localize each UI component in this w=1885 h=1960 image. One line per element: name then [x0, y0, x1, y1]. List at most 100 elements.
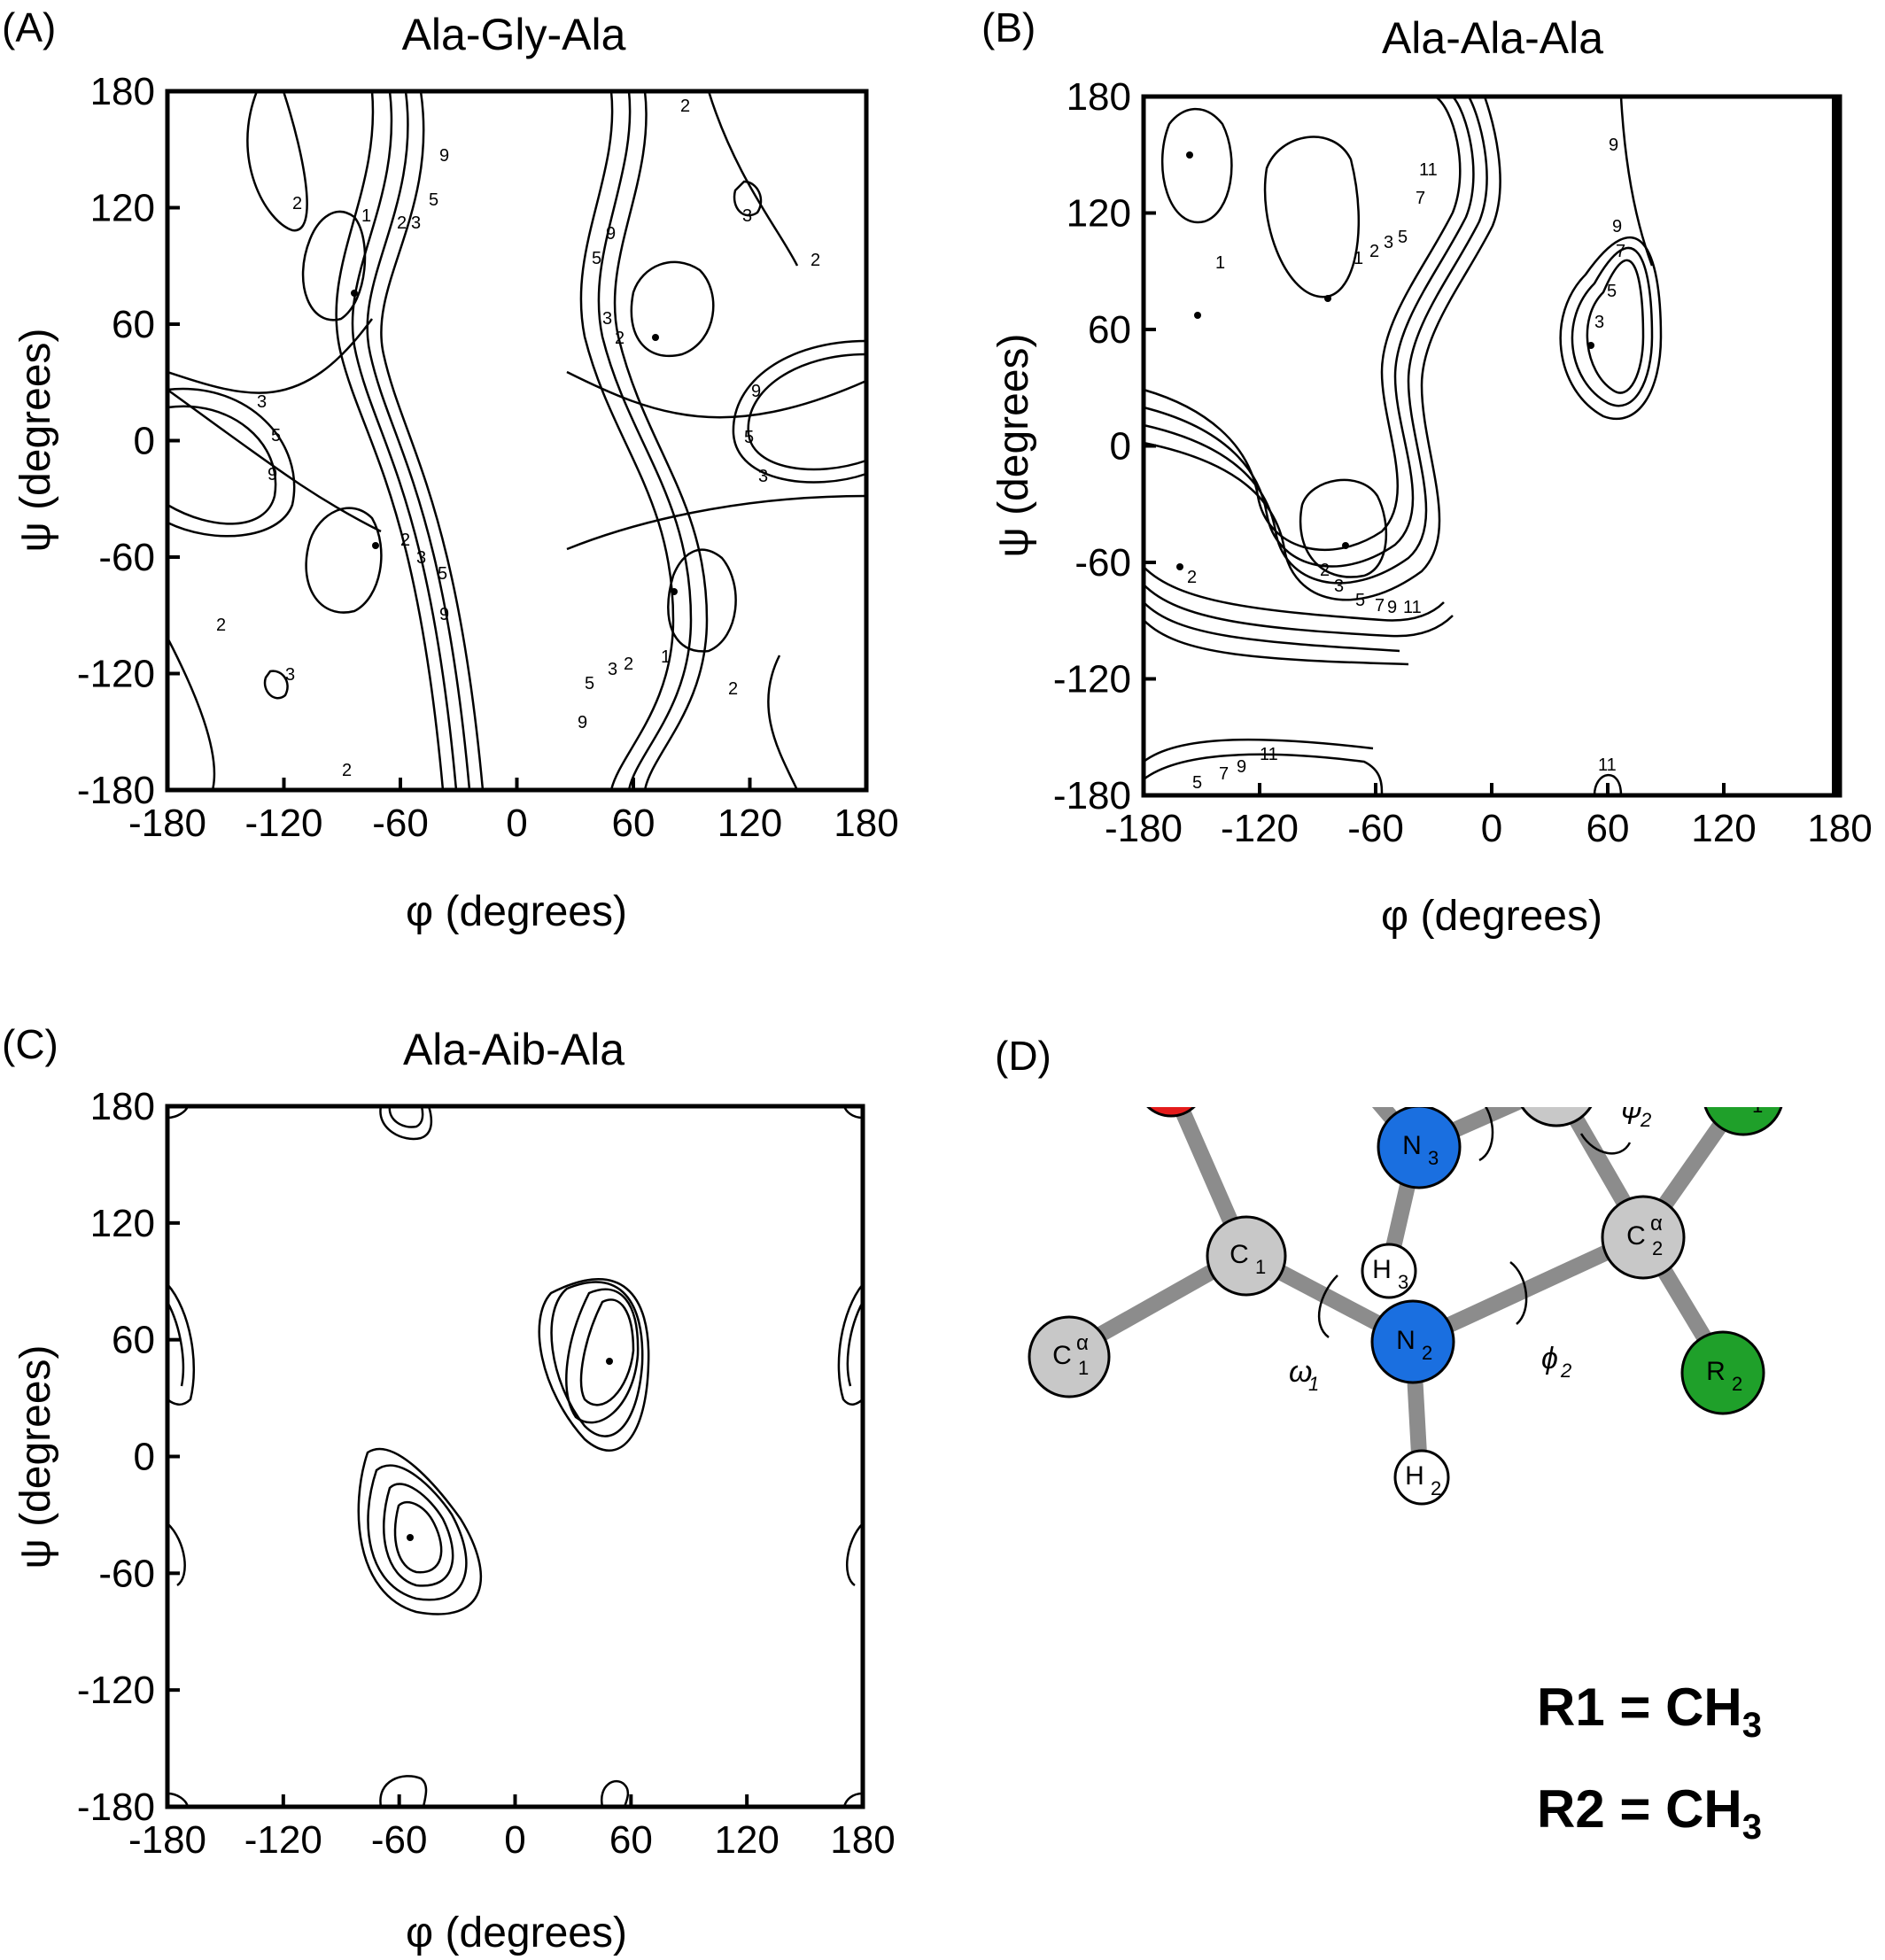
x-tick-label: 60	[1586, 807, 1630, 850]
atom-label: N	[1396, 1326, 1416, 1355]
contour-c-lower-3	[367, 1464, 468, 1601]
x-tick-label: 0	[504, 1818, 525, 1862]
contour-label: 7	[1219, 764, 1229, 784]
psi2-arrow-icon	[1579, 1133, 1632, 1155]
contour-label: 11	[1260, 745, 1278, 764]
minimum-c-2	[407, 1534, 414, 1541]
minimum-b-3	[1324, 295, 1331, 302]
contour-c-corner-bl	[167, 1792, 190, 1808]
contour-label: 5	[438, 564, 447, 584]
contour-label: 2	[400, 531, 410, 550]
contour-a-ridge-right-3	[613, 90, 709, 791]
chart-c: -180 -120 -60 0 60 120 180 -180 -120 -60 0 60 120 18…	[12, 1085, 896, 1956]
y-tick-label: 60	[112, 303, 155, 346]
contour-label: 9	[439, 605, 449, 624]
contour-c-bottom-1	[379, 1775, 428, 1808]
contour-label: 7	[1375, 596, 1385, 616]
contour-label: 3	[602, 309, 612, 329]
contour-label: 2	[680, 97, 690, 116]
atom-subscript: 2	[1422, 1342, 1432, 1364]
atom-superscript: α	[1650, 1212, 1663, 1236]
contour-c-right-3	[845, 1522, 864, 1587]
x-tick-label: 60	[612, 802, 655, 845]
x-tick-label: -120	[244, 802, 322, 845]
contour-label: 1	[1215, 253, 1225, 273]
torsion-arrows	[1317, 1107, 1632, 1338]
contour-label: 1	[1354, 249, 1363, 268]
contour-b-min-1	[1161, 107, 1233, 224]
x-tick-label: -180	[128, 802, 206, 845]
contour-a-ridge-left-1	[335, 90, 445, 791]
contour-label: 2	[615, 329, 624, 348]
phi2-arrow-icon	[1509, 1261, 1528, 1325]
atom-circle	[1377, 1107, 1462, 1189]
x-tick-label: -120	[244, 1818, 322, 1862]
atom-circle	[1393, 1449, 1450, 1506]
contour-a-ridge-left-3	[366, 90, 471, 791]
panel-c-title: Ala-Aib-Ala	[402, 1025, 625, 1074]
torsion-subscript: 2	[1640, 1109, 1651, 1131]
y-axis-label-a: ψ (degrees)	[12, 329, 59, 553]
atom-o1: O1	[1146, 1107, 1196, 1118]
contour-label: 2	[624, 655, 633, 674]
contour-label: 9	[1612, 217, 1622, 236]
contour-c-upper-3	[550, 1281, 644, 1437]
contour-b-min-2	[1263, 136, 1360, 298]
atom-circle	[1601, 1195, 1686, 1280]
contour-b-peak-4	[1619, 96, 1654, 267]
formula-r1-text: R1 = CH	[1537, 1677, 1742, 1737]
contour-c-corner-tr	[842, 1105, 864, 1119]
contour-label: 9	[751, 382, 761, 401]
atom-label: N	[1402, 1131, 1422, 1160]
atom-circle	[1206, 1215, 1287, 1297]
contour-a-small-1	[733, 180, 763, 217]
x-tick-label: 180	[834, 802, 898, 845]
contour-a-2-right-upper	[707, 90, 799, 267]
minimum-a-4	[671, 588, 678, 595]
contour-c-right-1	[837, 1283, 864, 1406]
contour-label: 11	[1598, 755, 1617, 775]
y-tick-label: 60	[1088, 308, 1131, 352]
atom-c1a: C 1α	[1028, 1315, 1111, 1398]
y-tick-label: 180	[90, 1085, 155, 1128]
minima-dots-a	[351, 290, 678, 595]
y-tick-label: -60	[98, 536, 155, 579]
contour-label: 9	[1387, 598, 1397, 617]
y-tick-label: 180	[90, 70, 155, 113]
y-tick-label: -180	[77, 769, 155, 812]
atom-subscript: 2	[1652, 1237, 1663, 1259]
contour-label: 3	[1384, 233, 1393, 252]
contour-label: 5	[1192, 773, 1202, 793]
contour-label: 3	[1334, 577, 1344, 596]
formula-r2-sub: 3	[1741, 1808, 1762, 1847]
minimum-a-2	[652, 334, 659, 341]
x-axis-label-c: φ (degrees)	[406, 1910, 627, 1956]
contour-c-upper-1	[579, 1298, 635, 1406]
y-tick-label: 0	[134, 1436, 155, 1479]
contour-label: 9	[439, 146, 449, 166]
y-tick-label: 60	[112, 1319, 155, 1362]
contour-label: 2	[1369, 242, 1379, 261]
contour-label: 9	[268, 465, 277, 484]
contours-c	[166, 1105, 865, 1808]
atom-circle	[1520, 1107, 1593, 1127]
atom-label: C	[1052, 1341, 1072, 1370]
x-axis-label-a: φ (degrees)	[406, 888, 627, 935]
minima-dots-c	[407, 1358, 613, 1541]
panel-a-title: Ala-Gly-Ala	[401, 10, 626, 59]
formula-r2: R2 = CH3	[1537, 1778, 1762, 1848]
contour-label: 2	[728, 679, 738, 699]
minimum-b-6	[1587, 342, 1594, 349]
chart-a: 1 2 3 5 9 2 2 3 2 9 5 3 2 3 5 9 9 5 3 2 …	[12, 70, 899, 935]
contour-a-small-2	[263, 670, 289, 700]
contour-label: 9	[606, 224, 616, 244]
minima-dots-b	[1176, 151, 1594, 570]
chart-b: 1 1 2 3 5 7 11 9 9 7 5 3 2 3 5 7 9 11 2 …	[990, 75, 1873, 940]
minimum-b-1	[1186, 151, 1193, 159]
contour-label: 11	[1403, 598, 1422, 617]
atom-subscript: 3	[1428, 1147, 1439, 1169]
y-tick-label: -120	[77, 1669, 155, 1712]
y-tick-label: 0	[1110, 425, 1131, 469]
minimum-b-2	[1194, 312, 1201, 319]
contour-a-cross-3	[566, 370, 867, 419]
